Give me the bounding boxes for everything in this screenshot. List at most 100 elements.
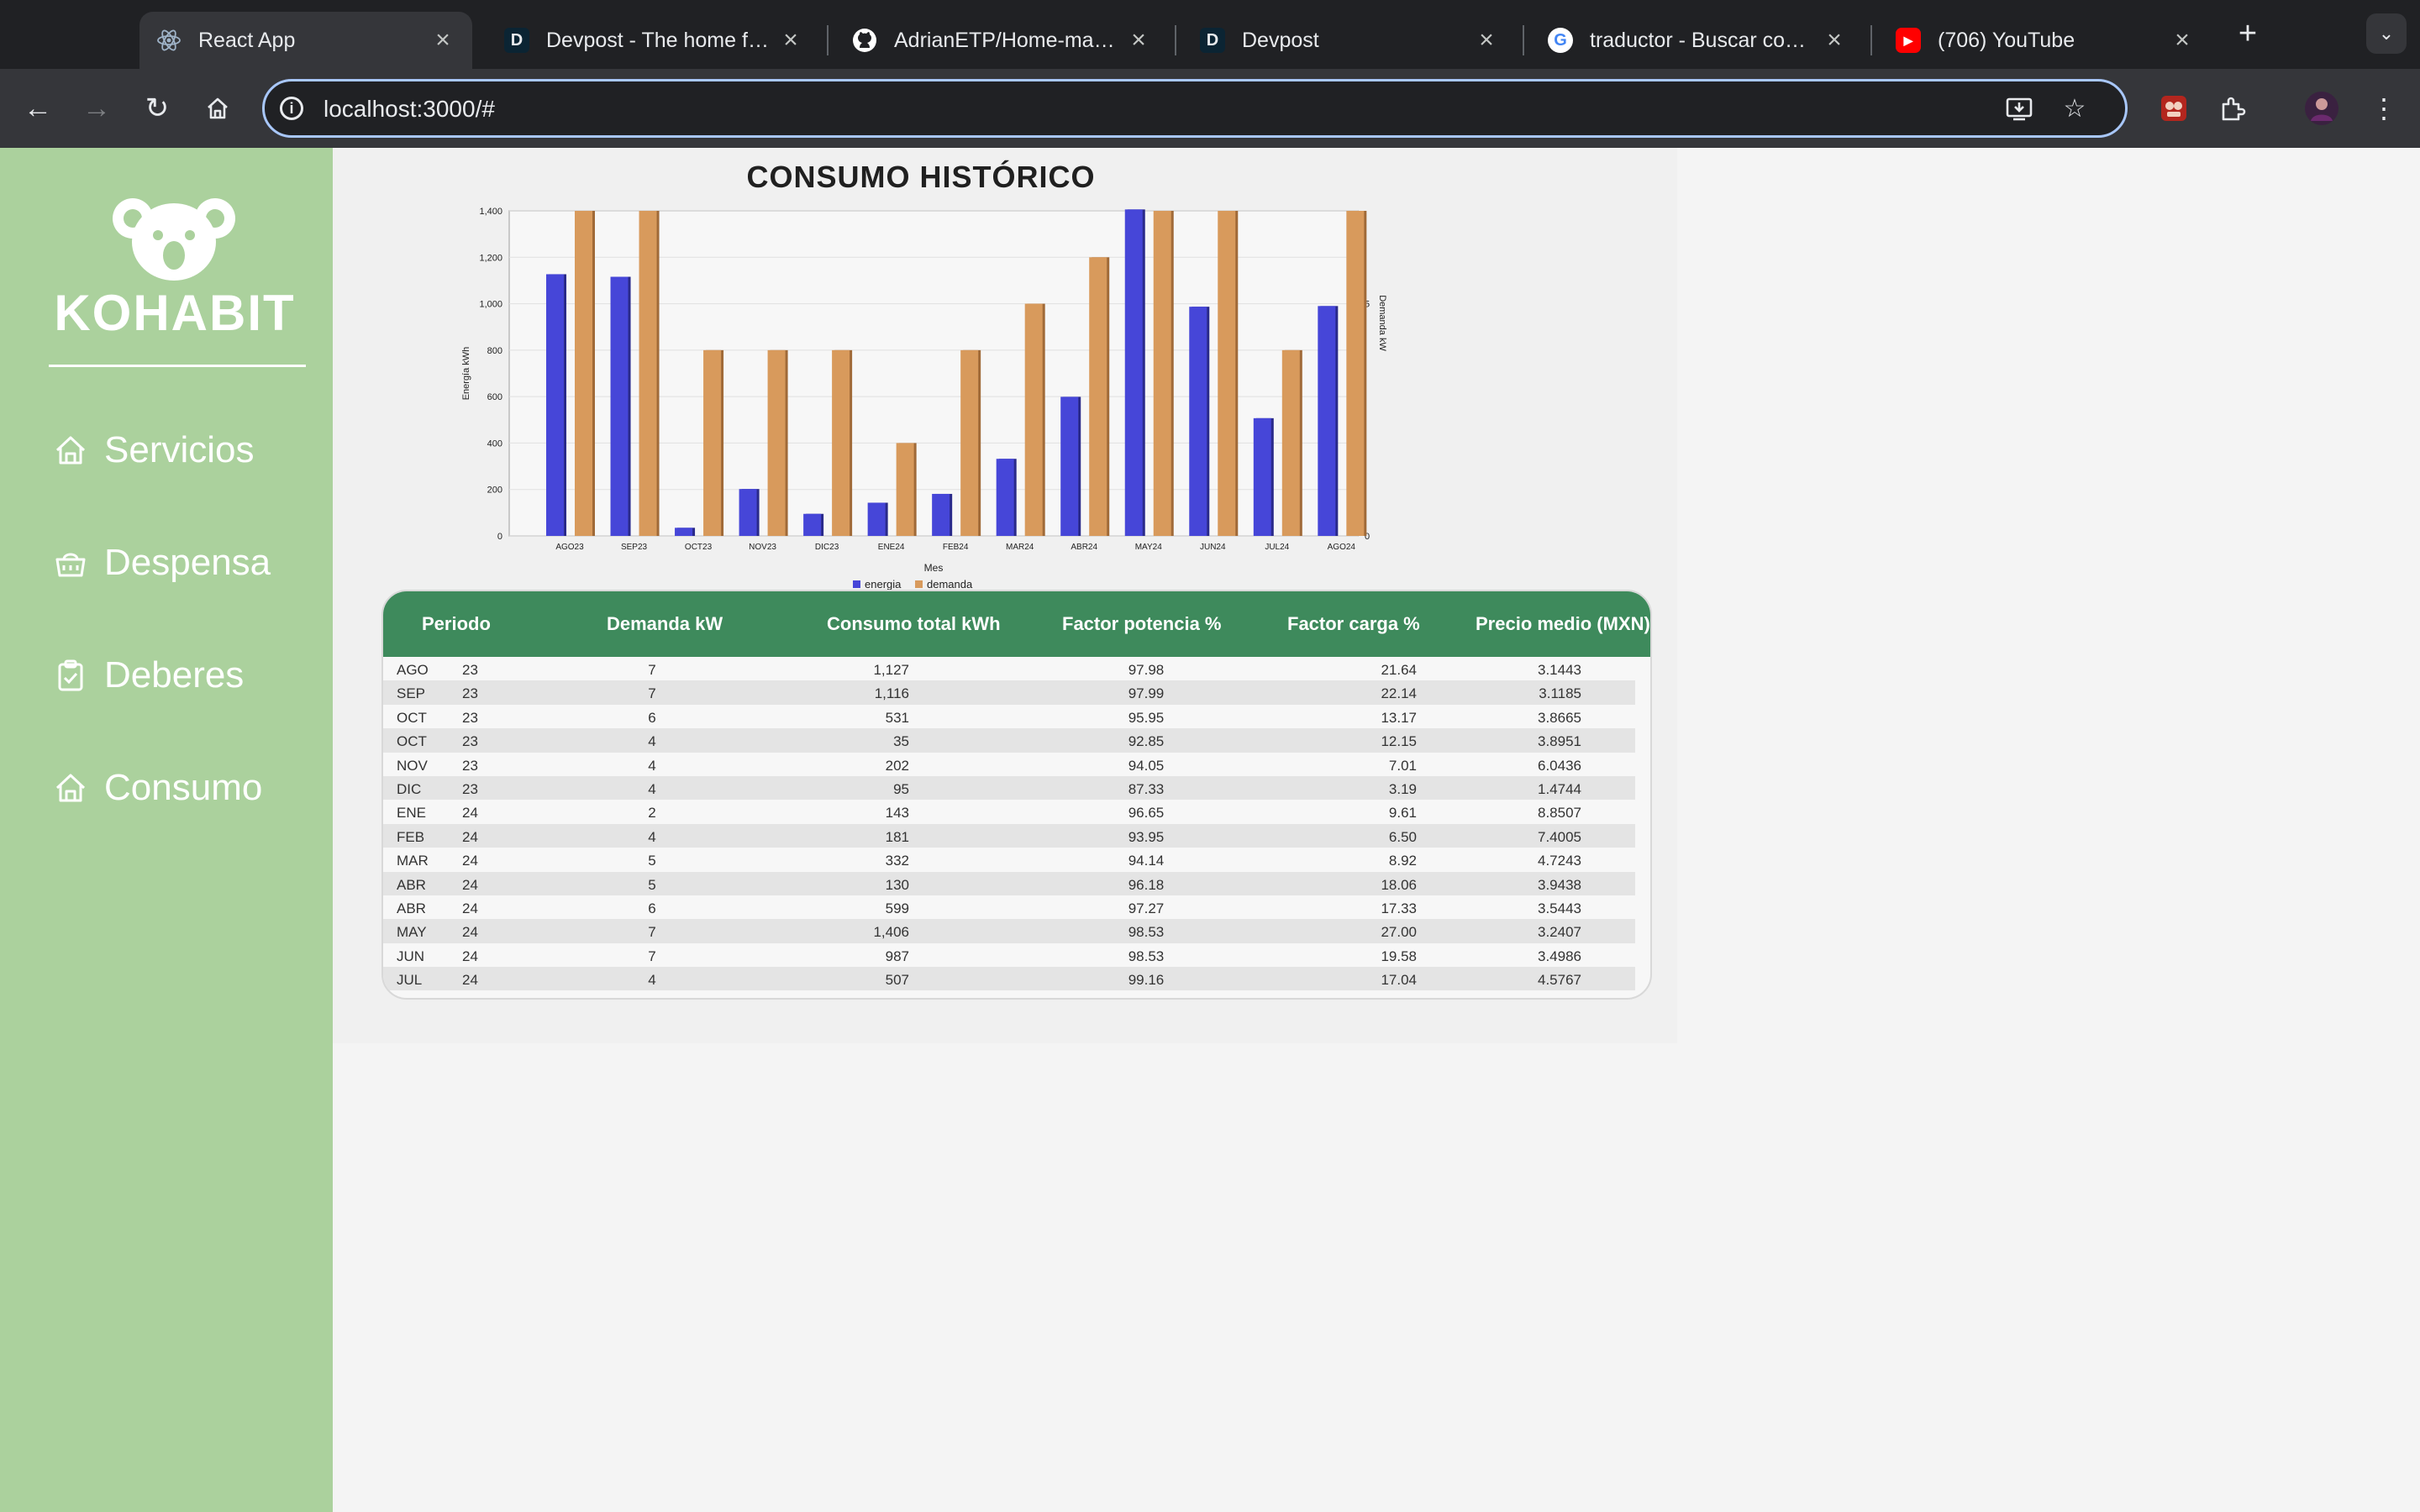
- demanda-bar: [1346, 211, 1365, 536]
- table-cell: 507: [885, 972, 909, 989]
- table-cell: 93.95: [1128, 828, 1165, 845]
- table-cell: 3.5762: [1538, 995, 1581, 998]
- reload-button[interactable]: ↻: [145, 92, 170, 124]
- table-cell: 1,116: [874, 685, 909, 702]
- energia-bar: [739, 489, 757, 536]
- x-tick-label: JUL24: [1265, 543, 1289, 552]
- url-text: localhost:3000/#: [324, 96, 495, 122]
- extension-red-icon[interactable]: [2153, 87, 2195, 129]
- menu-kebab-icon[interactable]: ⋮: [2370, 93, 2397, 123]
- column-header: Periodo: [422, 613, 491, 634]
- table-cell: 95: [893, 780, 909, 797]
- home-button[interactable]: [197, 87, 239, 129]
- table-cell: AGO: [397, 995, 429, 998]
- devpost-icon: D: [504, 28, 529, 53]
- y-tick-label: 800: [487, 346, 502, 356]
- x-tick-label: NOV23: [749, 543, 776, 552]
- tab-github[interactable]: AdrianETP/Home-management ×: [835, 12, 1168, 69]
- sidebar-item-consumo[interactable]: Consumo: [54, 763, 262, 813]
- table-cell: 531: [885, 709, 909, 726]
- table-cell: 6: [648, 900, 656, 916]
- tab-title: Devpost: [1242, 28, 1319, 52]
- bookmark-star-icon[interactable]: ☆: [2063, 94, 2086, 123]
- energia-bar: [546, 274, 564, 536]
- y-tick-label: 0: [497, 532, 502, 542]
- tab-title: Devpost - The home for hackathons: [546, 28, 770, 52]
- extensions-puzzle-icon[interactable]: [2212, 87, 2254, 129]
- close-icon[interactable]: ×: [1131, 26, 1146, 54]
- y2-tick-label: 5: [1365, 300, 1370, 310]
- tab-google-search[interactable]: G traductor - Buscar con Google ×: [1531, 12, 1864, 69]
- forward-button[interactable]: →: [82, 92, 111, 124]
- devpost-icon: D: [1200, 28, 1225, 53]
- demanda-bar: [703, 349, 722, 536]
- demanda-bar: [1218, 211, 1236, 536]
- table-cell: 23: [462, 757, 478, 774]
- tab-devpost[interactable]: D Devpost ×: [1183, 12, 1516, 69]
- x-tick-label: AGO23: [555, 543, 584, 552]
- demanda-bar: [896, 443, 914, 536]
- table-cell: 8.8507: [1538, 805, 1581, 822]
- table-cell: 6.0436: [1538, 757, 1581, 774]
- close-icon[interactable]: ×: [435, 26, 450, 54]
- sidebar-item-deberes[interactable]: Deberes: [54, 650, 244, 701]
- table-cell: 24: [462, 828, 478, 845]
- column-header: Precio medio (MXN): [1476, 613, 1650, 634]
- y-tick-label: 1,000: [479, 300, 502, 310]
- tab-devpost-home[interactable]: D Devpost - The home for hackathons ×: [487, 12, 820, 69]
- table-cell: 22.14: [1381, 685, 1417, 702]
- table-row: MAY 24 7 1,406 98.53 27.00 3.2407: [383, 919, 1635, 943]
- energia-bar: [610, 276, 629, 536]
- table-cell: 27.00: [1381, 924, 1417, 941]
- close-icon[interactable]: ×: [2175, 26, 2190, 54]
- table-cell: 21.64: [1381, 662, 1417, 678]
- close-icon[interactable]: ×: [1479, 26, 1494, 54]
- table-cell: 97.98: [1128, 662, 1165, 678]
- table-cell: 990: [886, 995, 909, 998]
- x-tick-label: OCT23: [685, 543, 713, 552]
- profile-avatar[interactable]: [2301, 87, 2343, 129]
- table-cell: 92.85: [1128, 733, 1165, 750]
- table-cell: 24: [462, 900, 478, 916]
- table-row: FEB 24 4 181 93.95 6.50 7.4005: [383, 823, 1635, 848]
- demanda-bar: [1153, 211, 1171, 536]
- y-axis-label: Energía kWh: [461, 347, 471, 401]
- x-tick-label: DIC23: [815, 543, 839, 552]
- clipboard-icon: [58, 659, 83, 691]
- sidebar-item-servicios[interactable]: Servicios: [54, 425, 255, 475]
- table-row: OCT 23 4 35 92.85 12.15 3.8951: [383, 728, 1635, 753]
- table-cell: ABR: [397, 900, 426, 916]
- tab-youtube[interactable]: ▶ (706) YouTube ×: [1879, 12, 2212, 69]
- close-icon[interactable]: ×: [1827, 26, 1842, 54]
- table-cell: 24: [462, 995, 478, 998]
- tab-title: traductor - Buscar con Google: [1590, 28, 1813, 52]
- demanda-bar: [575, 211, 592, 536]
- address-bar[interactable]: i localhost:3000/# ☆: [262, 79, 2128, 138]
- table-cell: 9.61: [1388, 805, 1417, 822]
- new-tab-button[interactable]: +: [2238, 16, 2258, 51]
- tab-search-button[interactable]: ⌄: [2366, 13, 2407, 54]
- demanda-bar: [832, 349, 850, 536]
- install-app-icon[interactable]: [2002, 92, 2036, 125]
- tab-title: AdrianETP/Home-management: [894, 28, 1118, 52]
- x-tick-label: SEP23: [621, 543, 648, 552]
- table-cell: 96.65: [1128, 805, 1165, 822]
- table-cell: 23: [462, 662, 478, 678]
- sidebar-item-despensa[interactable]: Despensa: [54, 538, 271, 588]
- tab-react-app[interactable]: React App ×: [139, 12, 472, 69]
- table-cell: 4: [648, 733, 656, 750]
- y-tick-label: 1,200: [479, 253, 502, 263]
- table-cell: 4: [648, 828, 656, 845]
- table-row: JUN 24 7 987 98.53 19.58 3.4986: [383, 943, 1635, 967]
- close-icon[interactable]: ×: [783, 26, 798, 54]
- site-info-icon[interactable]: i: [280, 97, 303, 120]
- y-tick-label: 400: [487, 438, 502, 449]
- table-cell: 4: [648, 780, 656, 797]
- house-icon: [55, 436, 86, 465]
- back-button[interactable]: ←: [24, 92, 52, 124]
- table-cell: 181: [885, 828, 909, 845]
- consumption-table: Periodo Demanda kW Consumo total kWh Fac…: [381, 590, 1652, 1000]
- table-cell: 7: [648, 685, 656, 702]
- consumption-chart: 0 200 400 600 800 1,000 1,200 1,400 0 5 AGO23 SEP23…: [461, 207, 1387, 591]
- y2-tick-label: 0: [1365, 532, 1370, 542]
